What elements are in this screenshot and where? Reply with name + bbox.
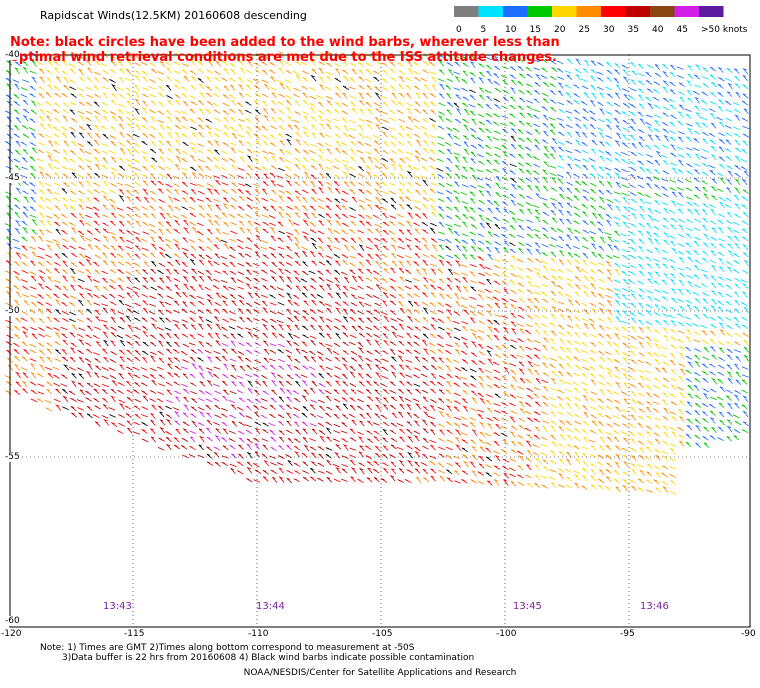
- lat-tick-label: -40: [5, 50, 20, 60]
- time-label: 13:43: [103, 601, 132, 612]
- time-label: 13:44: [256, 601, 285, 612]
- lon-tick-label: -115: [124, 629, 145, 639]
- lon-tick-label: -100: [496, 629, 517, 639]
- legend-swatch: [503, 6, 528, 17]
- legend-swatch: [699, 6, 724, 17]
- legend-label: 30: [603, 25, 615, 35]
- legend-swatch: [650, 6, 675, 17]
- legend-swatch: [454, 6, 479, 17]
- time-label: 13:46: [640, 601, 669, 612]
- legend-swatch: [625, 6, 650, 17]
- legend-label: 35: [628, 25, 639, 35]
- legend-label: 20: [554, 25, 566, 35]
- footnote-line-1: Note: 1) Times are GMT 2)Times along bot…: [40, 643, 415, 653]
- map-title: Rapidscat Winds(12.5KM) 20160608 descend…: [40, 9, 307, 22]
- lat-tick-label: -45: [5, 173, 20, 183]
- lon-tick-label: -105: [372, 629, 393, 639]
- wind-barbs-layer: [4, 50, 750, 495]
- wind-speed-legend: 0 5 10 15 20 25 30 35 40 45 >50 knots: [454, 6, 748, 35]
- map-frame: [9, 54, 751, 628]
- legend-swatch: [478, 6, 503, 17]
- legend-swatch: [552, 6, 577, 17]
- legend-label: >50 knots: [701, 25, 748, 35]
- lat-tick-label: -50: [5, 306, 20, 316]
- legend-label: 40: [652, 25, 664, 35]
- lon-tick-label: -120: [1, 629, 22, 639]
- time-label: 13:45: [513, 601, 542, 612]
- lat-tick-label: -60: [5, 616, 20, 626]
- legend-label: 0: [456, 25, 462, 35]
- legend-swatch: [601, 6, 626, 17]
- legend-swatch: [576, 6, 601, 17]
- legend-label: 25: [579, 25, 590, 35]
- credit-line: NOAA/NESDIS/Center for Satellite Applica…: [243, 668, 517, 678]
- legend-swatch: [674, 6, 699, 17]
- legend-label: 10: [505, 25, 517, 35]
- legend-swatch: [527, 6, 552, 17]
- legend-label: 45: [677, 25, 688, 35]
- legend-label: 5: [481, 25, 487, 35]
- contamination-note: Note: black circles have been added to t…: [10, 35, 560, 65]
- lat-tick-label: -55: [5, 452, 20, 462]
- lon-tick-label: -110: [248, 629, 269, 639]
- lon-tick-label: -95: [620, 629, 635, 639]
- lon-tick-label: -90: [741, 629, 756, 639]
- footnote-line-2: 3)Data buffer is 22 hrs from 20160608 4)…: [62, 653, 475, 663]
- legend-label: 15: [530, 25, 541, 35]
